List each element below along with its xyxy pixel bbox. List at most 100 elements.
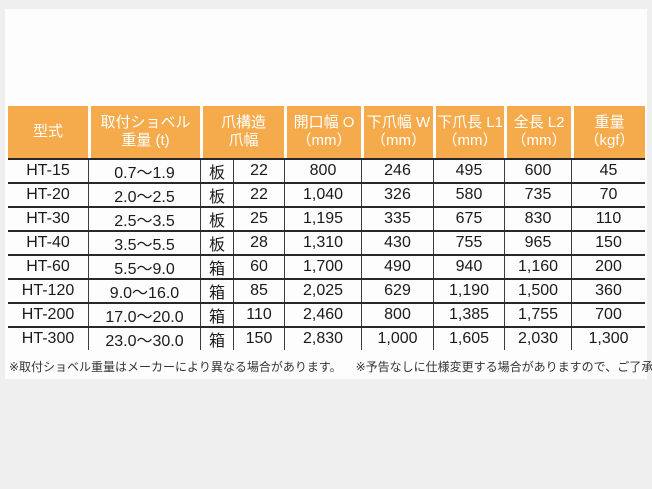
table-cell: 110 [571,208,645,230]
table-row: HT-60 5.5～9.0 箱 60 1,700 490 940 1,160 200 [8,254,645,278]
header-label: 型式 [32,123,63,140]
table-row: HT-200 17.0～20.0 箱 110 2,460 800 1,385 1,755 700 [8,302,645,326]
table-cell: 箱 [200,256,233,278]
table-cell: 940 [433,256,504,278]
table-cell: 800 [361,304,433,326]
table-cell: 2.0～2.5 [88,184,200,206]
table-row: HT-300 23.0～30.0 箱 150 2,830 1,000 1,605 2,030 1… [8,326,645,350]
table-cell: 70 [571,184,645,206]
header-label: 下爪幅 W [366,114,431,131]
table-row: HT-40 3.5～5.5 板 28 1,310 430 755 965 150 [8,230,645,254]
header-cell-shovel-weight: 取付ショベル 重量 (t) [88,106,200,158]
spec-table-header-row: 型式 取付ショベル 重量 (t) 爪構造 爪幅 開口幅 O （mm） 下爪幅 W [8,106,645,158]
table-cell: 335 [361,208,433,230]
table-cell: 22 [233,184,284,206]
spec-table: 型式 取付ショベル 重量 (t) 爪構造 爪幅 開口幅 O （mm） 下爪幅 W [8,106,645,350]
table-cell: HT-200 [21,306,75,323]
table-cell: 360 [571,280,645,302]
table-row: HT-15 0.7～1.9 板 22 800 246 495 600 45 [8,158,645,182]
header-label: 開口幅 O [293,114,355,131]
table-cell: 28 [233,232,284,254]
table-cell: 246 [361,160,433,182]
table-cell: 200 [571,256,645,278]
table-row: HT-30 2.5～3.5 板 25 1,195 335 675 830 110 [8,206,645,230]
table-cell: 150 [233,328,284,350]
header-cell-model: 型式 [8,106,88,158]
table-cell: 755 [433,232,504,254]
footnotes: ※取付ショベル重量はメーカーにより異なる場合があります。 ※予告なしに仕様変更する… [9,360,652,375]
table-cell: 1,160 [504,256,571,278]
table-cell: 1,700 [284,256,361,278]
table-cell: 675 [433,208,504,230]
table-cell: 板 [200,184,233,206]
header-label: 全長 L2 [513,114,565,131]
header-cell-weight: 重量 （kgf） [571,106,645,158]
table-cell: 85 [233,280,284,302]
table-cell: 0.7～1.9 [88,160,200,182]
table-cell: 430 [361,232,433,254]
table-cell: HT-120 [21,282,75,299]
table-cell: 22 [233,160,284,182]
table-cell: HT-60 [26,258,70,275]
table-cell: 326 [361,184,433,206]
table-cell: 1,385 [433,304,504,326]
table-cell: 800 [284,160,361,182]
table-cell: 1,190 [433,280,504,302]
table-cell: 1,195 [284,208,361,230]
header-cell-lower-claw-length: 下爪長 L1 （mm） [433,106,504,158]
table-cell: 629 [361,280,433,302]
table-cell: 1,755 [504,304,571,326]
header-unit: （mm） [371,132,426,149]
header-cell-claw-structure-width: 爪構造 爪幅 [200,106,284,158]
table-cell: 9.0～16.0 [88,280,200,302]
table-cell: 490 [361,256,433,278]
table-cell: HT-300 [21,330,75,347]
table-cell: 2,830 [284,328,361,350]
table-cell: 板 [200,160,233,182]
header-unit: （kgf） [584,132,635,149]
content-panel: 型式 取付ショベル 重量 (t) 爪構造 爪幅 開口幅 O （mm） 下爪幅 W [5,9,652,379]
table-cell: 1,500 [504,280,571,302]
table-cell: 580 [433,184,504,206]
header-label: 重量 [594,114,625,131]
table-cell: 1,310 [284,232,361,254]
footnote-spec-change: ※予告なしに仕様変更する場合がありますので、ご了承下さい。 [355,360,652,374]
header-unit: （mm） [296,132,352,149]
header-label: 下爪長 L1 [437,114,503,131]
table-cell: HT-40 [26,234,70,251]
header-cell-opening-width: 開口幅 O （mm） [284,106,361,158]
table-cell: 700 [571,304,645,326]
table-cell: 150 [571,232,645,254]
table-cell: 板 [200,208,233,230]
table-cell: 3.5～5.5 [88,232,200,254]
header-cell-lower-claw-width: 下爪幅 W （mm） [361,106,433,158]
table-cell: 1,605 [433,328,504,350]
table-cell: 495 [433,160,504,182]
table-cell: 830 [504,208,571,230]
table-cell: 600 [504,160,571,182]
header-unit: （mm） [511,132,567,149]
table-cell: 17.0～20.0 [88,304,200,326]
header-unit: 爪幅 [228,132,259,149]
table-cell: 板 [200,232,233,254]
table-cell: 箱 [200,280,233,302]
table-cell: HT-15 [26,162,70,179]
table-cell: 23.0～30.0 [88,328,200,350]
table-cell: 1,040 [284,184,361,206]
table-cell: 箱 [200,328,233,350]
table-cell: 965 [504,232,571,254]
table-cell: 1,300 [571,328,645,350]
header-unit: 重量 (t) [121,132,170,149]
table-cell: 45 [571,160,645,182]
header-unit: （mm） [442,132,498,149]
header-label: 爪構造 [220,114,266,131]
table-cell: 60 [233,256,284,278]
table-cell: 箱 [200,304,233,326]
table-cell: 2.5～3.5 [88,208,200,230]
header-cell-overall-length: 全長 L2 （mm） [504,106,571,158]
header-label: 取付ショベル [100,114,191,131]
table-cell: 110 [233,304,284,326]
spec-table-body: HT-15 0.7～1.9 板 22 800 246 495 600 45 HT-20 2.0～2.… [8,158,645,350]
table-cell: HT-30 [26,210,70,227]
